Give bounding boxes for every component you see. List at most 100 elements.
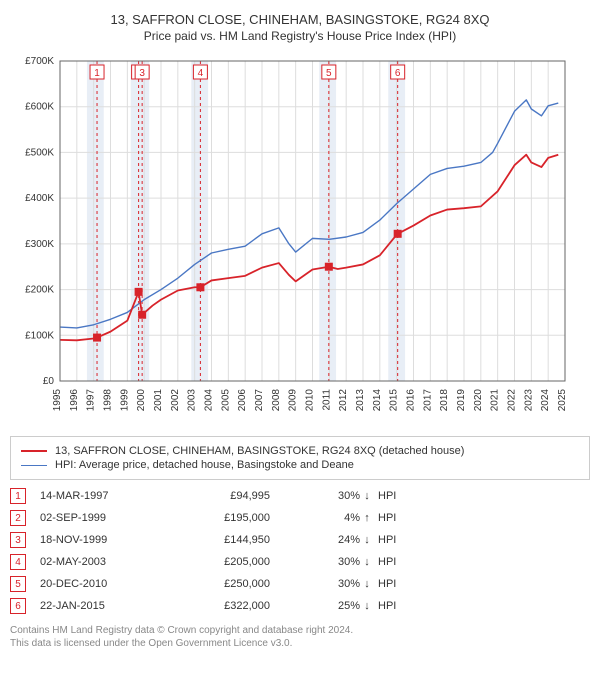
event-price: £94,995 [170,490,310,502]
legend-swatch [21,450,47,452]
event-hpi-label: HPI [374,578,396,590]
svg-text:£500K: £500K [25,147,54,158]
svg-text:2024: 2024 [540,389,551,412]
page-title: 13, SAFFRON CLOSE, CHINEHAM, BASINGSTOKE… [10,12,590,27]
footnote: Contains HM Land Registry data © Crown c… [10,624,590,650]
svg-text:2003: 2003 [187,389,198,412]
event-date: 20-DEC-2010 [40,578,170,590]
svg-text:2023: 2023 [523,389,534,412]
svg-text:2006: 2006 [237,389,248,412]
event-marker: 6 [10,598,26,614]
svg-text:2000: 2000 [136,389,147,412]
event-hpi-label: HPI [374,490,396,502]
event-marker: 3 [10,532,26,548]
event-arrow-icon: ↓ [360,556,374,568]
event-hpi-label: HPI [374,600,396,612]
svg-text:1996: 1996 [69,389,80,412]
event-marker: 4 [10,554,26,570]
svg-text:2019: 2019 [456,389,467,412]
svg-text:5: 5 [326,68,332,79]
event-pct: 30% [310,556,360,568]
svg-text:2012: 2012 [338,389,349,412]
legend-box: 13, SAFFRON CLOSE, CHINEHAM, BASINGSTOKE… [10,436,590,480]
event-arrow-icon: ↓ [360,600,374,612]
price-chart: £0 £100K £200K £300K £400K £500K £600K £700K 199… [10,51,570,421]
svg-text:£300K: £300K [25,239,54,250]
svg-text:2021: 2021 [490,389,501,412]
event-marker: 1 [10,488,26,504]
event-marker: 2 [10,510,26,526]
event-pct: 4% [310,512,360,524]
svg-text:2015: 2015 [389,389,400,412]
legend-item: HPI: Average price, detached house, Basi… [21,459,579,471]
svg-text:2013: 2013 [355,389,366,412]
svg-text:1: 1 [94,68,100,79]
event-arrow-icon: ↓ [360,534,374,546]
event-arrow-icon: ↓ [360,490,374,502]
svg-text:1997: 1997 [86,389,97,412]
svg-text:2002: 2002 [170,389,181,412]
page-subtitle: Price paid vs. HM Land Registry's House … [10,29,590,43]
event-row: 1 14-MAR-1997£94,99530%↓HPI [10,488,590,504]
svg-text:2017: 2017 [422,389,433,412]
svg-text:£0: £0 [43,376,55,387]
svg-text:2014: 2014 [372,389,383,412]
event-pct: 24% [310,534,360,546]
footnote-line: This data is licensed under the Open Gov… [10,637,590,650]
event-hpi-label: HPI [374,512,396,524]
legend-item: 13, SAFFRON CLOSE, CHINEHAM, BASINGSTOKE… [21,445,579,457]
event-row: 5 20-DEC-2010£250,00030%↓HPI [10,576,590,592]
svg-text:£200K: £200K [25,285,54,296]
event-row: 4 02-MAY-2003£205,00030%↓HPI [10,554,590,570]
svg-text:1998: 1998 [103,389,114,412]
svg-text:£700K: £700K [25,56,54,67]
event-row: 6 22-JAN-2015£322,00025%↓HPI [10,598,590,614]
event-date: 22-JAN-2015 [40,600,170,612]
legend-label: HPI: Average price, detached house, Basi… [55,459,354,471]
event-price: £322,000 [170,600,310,612]
svg-text:£600K: £600K [25,102,54,113]
event-pct: 30% [310,578,360,590]
event-row: 3 18-NOV-1999£144,95024%↓HPI [10,532,590,548]
svg-text:6: 6 [395,68,401,79]
event-marker: 5 [10,576,26,592]
event-date: 18-NOV-1999 [40,534,170,546]
svg-text:2001: 2001 [153,389,164,412]
svg-text:2020: 2020 [473,389,484,412]
svg-text:1999: 1999 [119,389,130,412]
event-pct: 25% [310,600,360,612]
chart-container: £0 £100K £200K £300K £400K £500K £600K £700K 199… [10,51,590,426]
event-price: £195,000 [170,512,310,524]
legend-label: 13, SAFFRON CLOSE, CHINEHAM, BASINGSTOKE… [55,445,464,457]
event-hpi-label: HPI [374,534,396,546]
svg-text:2016: 2016 [406,389,417,412]
event-row: 2 02-SEP-1999£195,0004%↑HPI [10,510,590,526]
event-price: £250,000 [170,578,310,590]
svg-text:£100K: £100K [25,330,54,341]
svg-text:2022: 2022 [507,389,518,412]
event-date: 02-SEP-1999 [40,512,170,524]
event-date: 14-MAR-1997 [40,490,170,502]
event-pct: 30% [310,490,360,502]
footnote-line: Contains HM Land Registry data © Crown c… [10,624,590,637]
event-arrow-icon: ↑ [360,512,374,524]
svg-text:3: 3 [139,68,145,79]
svg-text:2018: 2018 [439,389,450,412]
svg-text:2025: 2025 [557,389,568,412]
legend-swatch [21,465,47,466]
event-hpi-label: HPI [374,556,396,568]
svg-text:2007: 2007 [254,389,265,412]
svg-text:2009: 2009 [288,389,299,412]
svg-text:1995: 1995 [52,389,63,412]
svg-text:2011: 2011 [321,389,332,411]
svg-text:2008: 2008 [271,389,282,412]
events-table: 114-MAR-1997£94,99530%↓HPI202-SEP-1999£1… [10,488,590,614]
svg-text:£400K: £400K [25,193,54,204]
event-arrow-icon: ↓ [360,578,374,590]
event-price: £144,950 [170,534,310,546]
svg-text:2004: 2004 [204,389,215,412]
svg-text:2010: 2010 [305,389,316,412]
event-price: £205,000 [170,556,310,568]
event-date: 02-MAY-2003 [40,556,170,568]
svg-text:4: 4 [198,68,204,79]
